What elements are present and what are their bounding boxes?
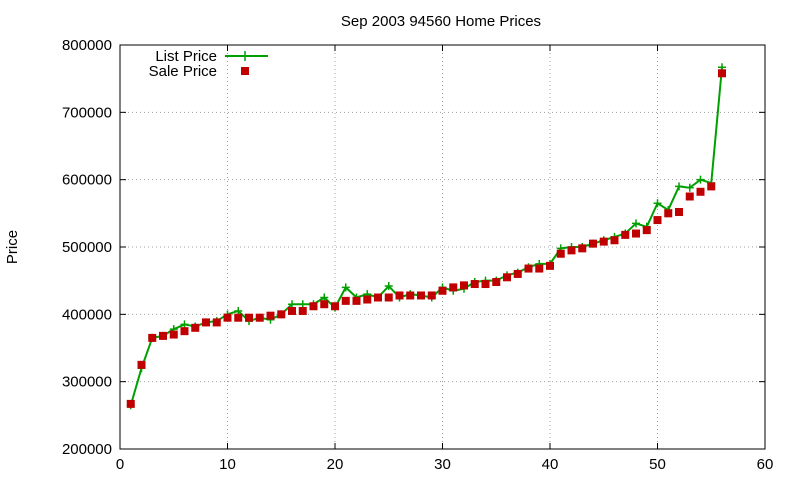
data-point-sale-price — [202, 318, 210, 327]
data-point-sale-price — [427, 291, 436, 300]
grid-lines — [120, 45, 765, 449]
data-point-sale-price — [675, 207, 683, 216]
data-point-list-price — [632, 219, 640, 228]
data-point-list-price — [675, 182, 683, 191]
data-point-sale-price — [212, 318, 221, 327]
data-point-sale-price — [245, 313, 253, 322]
legend-label-list-price: List Price — [155, 48, 217, 65]
data-point-sale-price — [384, 293, 393, 302]
x-tick-label: 60 — [757, 456, 774, 473]
data-point-sale-price — [363, 295, 372, 304]
axes: 0 10 20 30 40 50 60 200000 300000 400000 500000 600… — [62, 37, 773, 473]
data-point-sale-price — [395, 291, 404, 300]
data-point-sale-price — [298, 306, 307, 315]
data-point-sale-price — [266, 311, 275, 320]
data-point-sale-price — [503, 273, 511, 282]
data-point-sale-price — [718, 69, 726, 78]
data-point-sale-price — [406, 291, 415, 300]
data-point-sale-price — [481, 280, 490, 289]
data-point-sale-price — [191, 323, 200, 332]
data-point-sale-price — [277, 310, 286, 319]
legend-marker-sale-price — [241, 67, 249, 75]
data-point-sale-price — [449, 283, 458, 292]
data-point-list-price — [696, 175, 705, 184]
data-point-sale-price — [653, 216, 662, 225]
data-point-sale-price — [126, 399, 135, 408]
data-point-list-price — [384, 282, 393, 291]
legend: List Price Sale Price — [149, 48, 268, 80]
data-point-sale-price — [234, 313, 243, 322]
data-point-sale-price — [169, 330, 178, 339]
legend-entry-sale-price: Sale Price — [149, 63, 249, 80]
y-tick-label: 200000 — [62, 441, 112, 458]
data-point-sale-price — [610, 236, 619, 245]
data-point-sale-price — [664, 209, 673, 218]
data-point-sale-price — [309, 302, 318, 311]
data-point-sale-price — [685, 192, 694, 201]
data-point-sale-price — [438, 286, 447, 295]
x-tick-label: 40 — [542, 456, 559, 473]
data-point-list-price — [288, 300, 296, 309]
x-tick-label: 50 — [649, 456, 666, 473]
y-tick-label: 600000 — [62, 172, 112, 189]
data-point-sale-price — [374, 293, 382, 302]
data-point-sale-price — [255, 313, 264, 322]
y-tick-label: 300000 — [62, 374, 112, 391]
data-point-sale-price — [599, 237, 608, 246]
data-point-sale-price — [535, 264, 544, 273]
data-point-sale-price — [137, 360, 146, 369]
data-point-sale-price — [546, 261, 554, 270]
data-point-sale-price — [460, 281, 468, 290]
y-axis-label: Price — [4, 230, 21, 264]
data-point-list-price — [341, 283, 350, 292]
legend-entry-list-price: List Price — [155, 48, 268, 65]
data-point-sale-price — [470, 280, 479, 289]
data-point-sale-price — [589, 239, 597, 248]
data-point-list-price — [298, 300, 307, 309]
data-point-sale-price — [524, 264, 533, 273]
x-tick-label: 0 — [116, 456, 124, 473]
data-point-sale-price — [632, 229, 640, 238]
data-point-list-price — [653, 199, 662, 208]
data-point-sale-price — [288, 306, 296, 315]
data-point-list-price — [685, 183, 694, 192]
data-point-list-price — [180, 320, 189, 329]
data-point-sale-price — [159, 331, 167, 340]
data-point-sale-price — [556, 249, 565, 258]
y-tick-label: 500000 — [62, 239, 112, 256]
data-point-sale-price — [148, 333, 157, 342]
data-point-sale-price — [341, 296, 350, 305]
y-tick-label: 400000 — [62, 306, 112, 323]
data-point-sale-price — [567, 246, 576, 255]
data-point-sale-price — [642, 226, 651, 235]
data-point-sale-price — [223, 313, 232, 322]
data-point-list-price — [320, 293, 329, 302]
legend-marker-list-price — [240, 51, 250, 61]
data-point-list-price — [234, 306, 243, 315]
legend-label-sale-price: Sale Price — [149, 63, 217, 80]
data-point-sale-price — [180, 327, 189, 336]
data-point-sale-price — [707, 182, 716, 191]
x-tick-label: 10 — [219, 456, 236, 473]
data-point-sale-price — [352, 296, 361, 305]
x-tick-label: 20 — [327, 456, 344, 473]
data-point-sale-price — [578, 244, 587, 253]
x-tick-label: 30 — [434, 456, 451, 473]
series — [126, 63, 726, 410]
data-point-sale-price — [417, 291, 425, 300]
y-tick-label: 700000 — [62, 104, 112, 121]
data-point-sale-price — [320, 300, 329, 309]
data-point-sale-price — [621, 230, 630, 239]
y-tick-label: 800000 — [62, 37, 112, 54]
data-point-sale-price — [513, 269, 522, 278]
chart-title: Sep 2003 94560 Home Prices — [341, 13, 541, 30]
data-point-sale-price — [492, 278, 501, 287]
data-point-sale-price — [331, 302, 339, 311]
data-point-sale-price — [696, 187, 705, 196]
